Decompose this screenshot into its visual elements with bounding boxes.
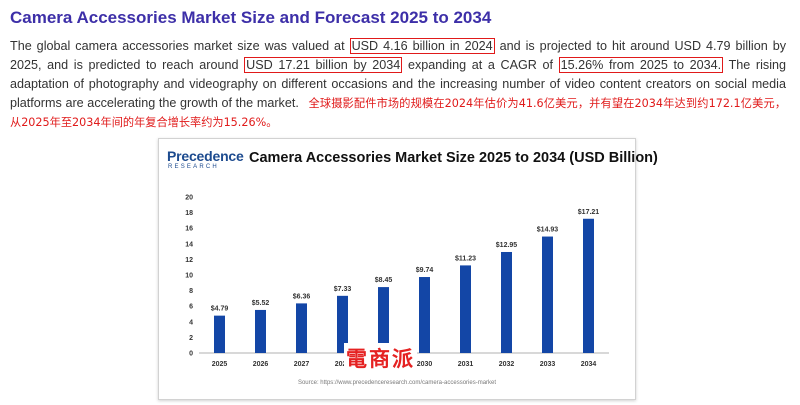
y-tick-label: 0 (189, 351, 193, 358)
y-tick-label: 18 (185, 210, 193, 217)
paragraph-text-3: expanding at a CAGR of (407, 58, 554, 72)
y-tick-label: 16 (185, 226, 193, 233)
bar (296, 303, 307, 353)
data-label: $17.21 (578, 209, 600, 216)
data-label: $4.79 (211, 306, 229, 313)
page-title: Camera Accessories Market Size and Forec… (10, 8, 492, 27)
y-tick-label: 4 (189, 319, 193, 326)
data-label: $6.36 (293, 293, 311, 300)
y-tick-label: 2 (189, 335, 193, 342)
paragraph-text-1: The global camera accessories market siz… (10, 39, 345, 53)
highlight-valuation-2024: USD 4.16 billion in 2024 (349, 38, 495, 54)
bar (460, 265, 471, 353)
x-tick-label: 2030 (417, 361, 433, 368)
chart-source: Source: https://www.precedenceresearch.c… (297, 380, 497, 386)
bar (378, 287, 389, 353)
data-label: $12.95 (496, 242, 518, 249)
x-tick-label: 2025 (212, 361, 228, 368)
highlight-cagr: 15.26% from 2025 to 2034. (558, 57, 724, 73)
y-tick-label: 20 (185, 195, 193, 202)
bar (255, 309, 266, 353)
data-label: $11.23 (455, 255, 476, 262)
x-tick-label: 2031 (458, 361, 474, 368)
y-tick-label: 14 (185, 241, 193, 248)
x-tick-label: 2027 (294, 361, 310, 368)
data-label: $9.74 (416, 267, 434, 274)
data-label: $7.33 (334, 286, 352, 293)
x-tick-label: 2034 (581, 361, 597, 368)
y-tick-label: 8 (189, 288, 193, 295)
precedence-research-logo: Precedence RESEARCH (167, 148, 244, 174)
highlight-forecast-2034: USD 17.21 billion by 2034 (244, 57, 403, 73)
bar-chart: 0 2 4 6 8 10 12 14 16 18 20 $4.79 2025 $5.52 2026 $6.36… (185, 195, 609, 368)
chart-title: Camera Accessories Market Size 2025 to 2… (249, 150, 658, 166)
x-tick-label: 2026 (253, 361, 269, 368)
bar (214, 315, 225, 353)
watermark-logo: 電商派 (344, 343, 417, 373)
y-tick-label: 10 (185, 273, 193, 280)
data-label: $5.52 (252, 300, 270, 307)
paragraph-text-4: The rising adaptation of photography and… (10, 58, 787, 110)
x-tick-label: 2033 (540, 361, 556, 368)
y-tick-label: 12 (185, 257, 193, 264)
bar (583, 218, 594, 353)
bar (337, 295, 348, 353)
bar (501, 251, 512, 353)
bar (542, 236, 553, 353)
chinese-annotation: 全球摄影配件市场的规模在2024年估价为41.6亿美元，并有望在2034年达到约… (10, 97, 787, 129)
x-tick-label: 2028 (335, 361, 351, 368)
bar (419, 277, 430, 353)
article-paragraph: The global camera accessories market siz… (10, 37, 786, 132)
paragraph-text-2: and is projected to hit around USD 4.79 … (10, 39, 787, 72)
data-label: $8.45 (375, 277, 393, 284)
y-tick-label: 6 (189, 304, 193, 311)
logo-main-text: Precedence (167, 148, 244, 164)
logo-sub-text: RESEARCH (168, 164, 219, 170)
data-label: $14.93 (537, 227, 559, 234)
x-tick-label: 2032 (499, 361, 515, 368)
